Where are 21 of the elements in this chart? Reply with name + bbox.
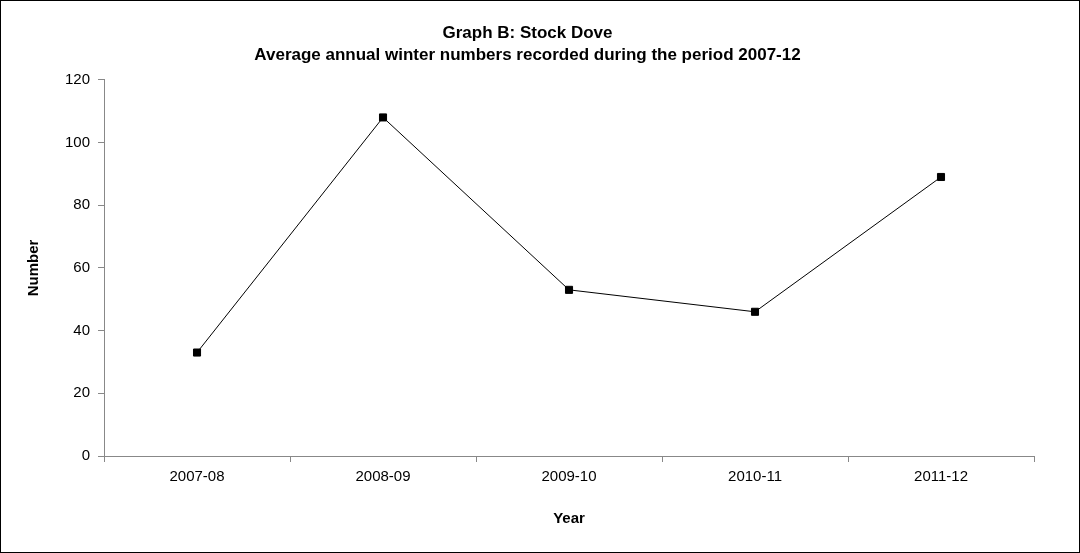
x-tick-label: 2011-12 [914,467,968,485]
x-tick-label: 2009-10 [541,467,597,485]
y-axis-title: Number [24,239,42,297]
y-tick-label: 80 [73,195,91,213]
chart-subtitle: Average annual winter numbers recorded during the period 2007-12 [254,45,801,65]
x-axis-title: Year [553,509,586,527]
point [936,172,946,182]
x-tick-label: 2008-09 [355,467,411,485]
y-tick-label: 100 [65,132,91,150]
y-tick-label: 120 [65,69,91,87]
point [564,285,574,294]
y-tick-label: 0 [81,446,91,464]
chart-title: Graph B: Stock Dove [442,22,613,42]
x-tick-label: 2010-11 [728,467,782,485]
y-tick-label: 40 [73,320,91,338]
y-tick-label: 20 [73,383,91,401]
y-tick-label: 60 [73,258,91,276]
point [750,307,760,316]
point [378,113,388,122]
point [192,348,202,357]
x-tick-label: 2007-08 [169,467,225,485]
